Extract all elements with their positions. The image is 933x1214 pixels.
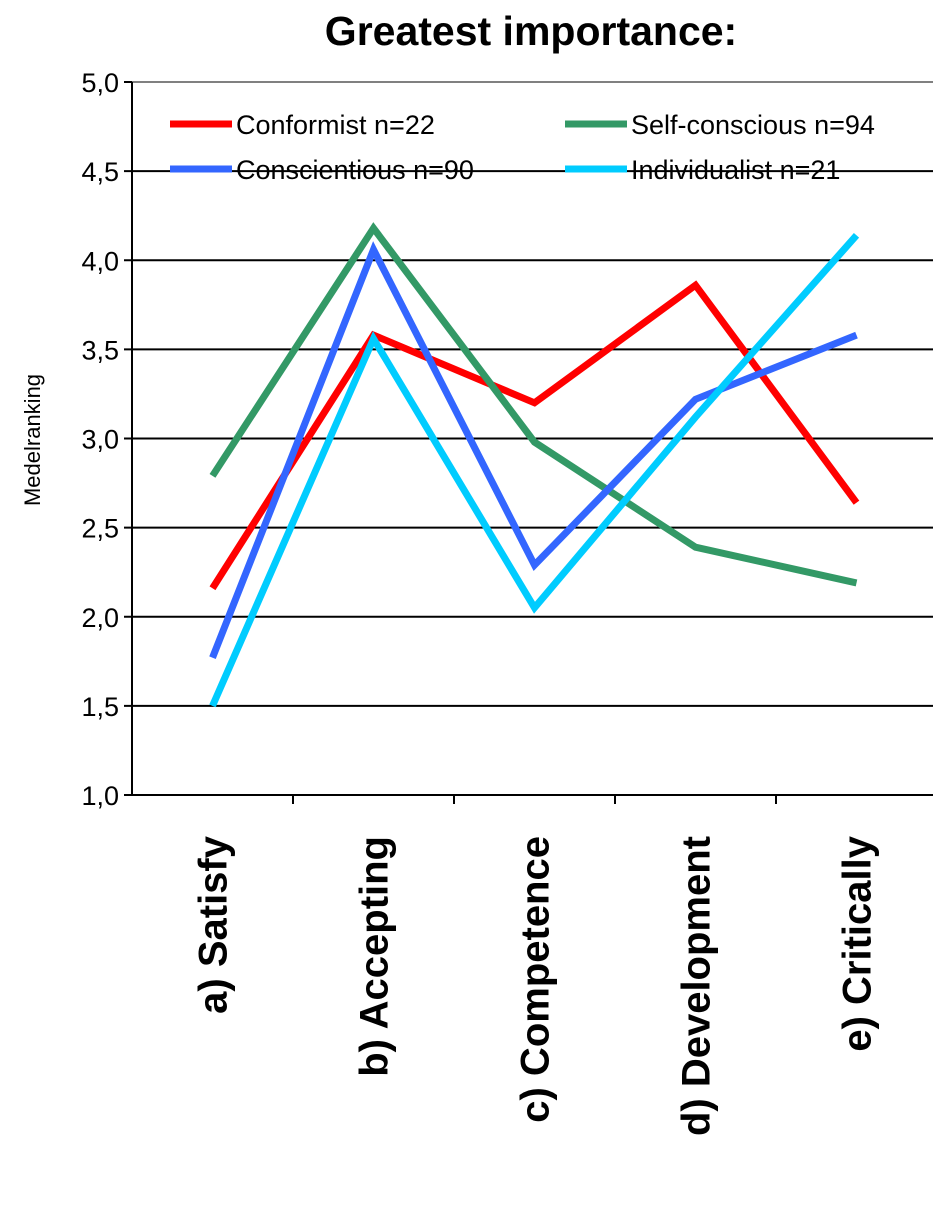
y-axis-label: Medelranking [20, 374, 45, 506]
legend-label: Conformist n=22 [236, 110, 435, 140]
x-category-label: d) Development [675, 836, 719, 1136]
y-tick-label: 4,5 [81, 157, 119, 187]
y-tick-label: 2,5 [81, 514, 119, 544]
x-category-label: a) Satisfy [192, 835, 236, 1014]
series-line [209, 232, 860, 708]
y-tick-label: 5,0 [81, 68, 119, 98]
x-category-label: c) Competence [514, 836, 558, 1123]
y-tick-label: 3,5 [81, 335, 119, 365]
chart-title: Greatest importance: [325, 8, 737, 54]
legend-label: Individualist n=21 [631, 155, 840, 185]
series-line [209, 241, 858, 659]
y-tick-label: 3,0 [81, 425, 119, 455]
y-tick-label: 4,0 [81, 246, 119, 276]
y-tick-label: 1,5 [81, 692, 119, 722]
y-tick-label: 2,0 [81, 603, 119, 633]
x-category-label: b) Accepting [353, 836, 397, 1077]
legend-label: Self-conscious n=94 [631, 110, 875, 140]
axes: 1,0 1,5 2,0 2,5 3,0 3,5 4,0 4,5 5,0 a) Satisfy b) … [81, 68, 933, 1136]
legend: Conformist n=22 Self-conscious n=94 Consci… [170, 110, 875, 185]
x-category-label: e) Critically [836, 835, 880, 1051]
y-tick-label: 1,0 [81, 781, 119, 811]
series-lines [209, 222, 860, 708]
legend-label: Conscientious n=90 [236, 155, 474, 185]
